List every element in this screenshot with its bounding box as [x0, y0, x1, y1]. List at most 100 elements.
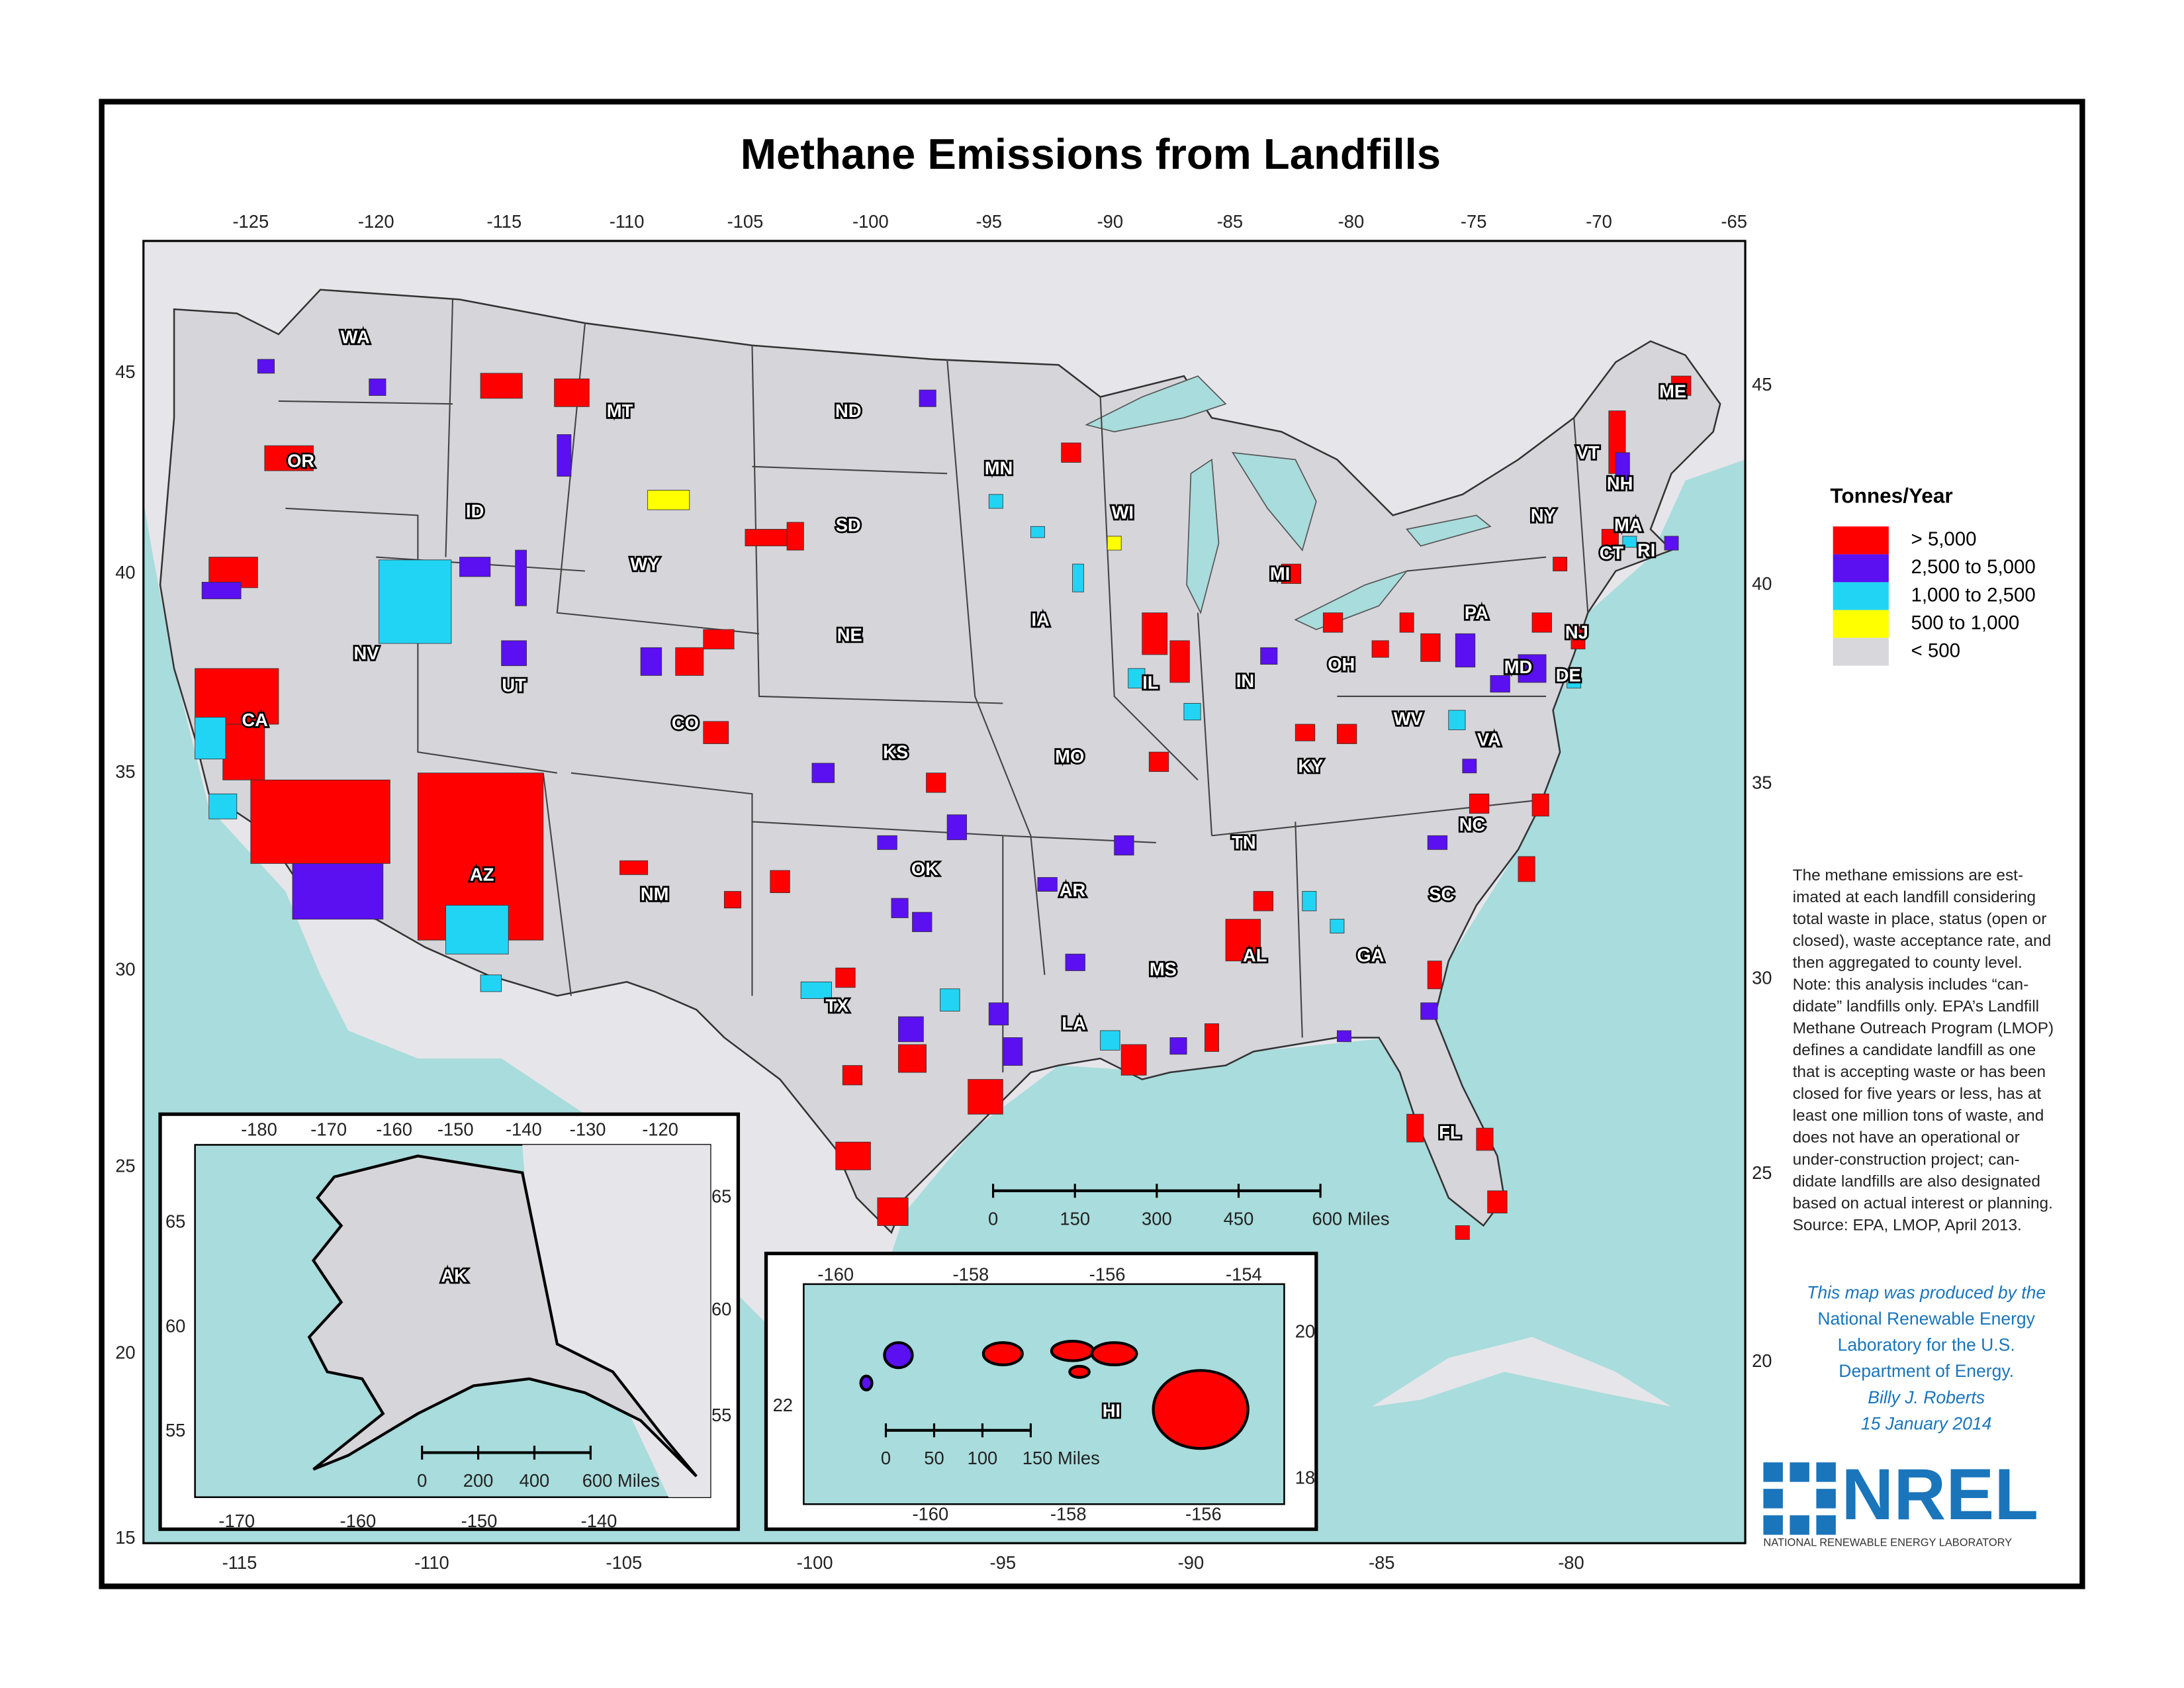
longitude-label: -140	[506, 1119, 542, 1140]
legend-label: < 500	[1911, 639, 1961, 661]
longitude-label: -154	[1226, 1264, 1262, 1284]
note-line: closed), waste acceptance rate, and	[1793, 932, 2052, 950]
county-patch	[1531, 612, 1552, 633]
latitude-label: 40	[115, 562, 135, 583]
county-patch	[891, 898, 909, 918]
state-label: AK	[441, 1266, 467, 1286]
credit-line: National Renewable Energy	[1817, 1309, 2035, 1329]
county-patch	[195, 668, 279, 725]
county-patch	[1664, 536, 1679, 551]
logo-tagline: NATIONAL RENEWABLE ENERGY LABORATORY	[1763, 1537, 2012, 1549]
county-patch	[898, 1016, 924, 1043]
latitude-label: 25	[115, 1155, 135, 1176]
state-label: AL	[1243, 945, 1267, 966]
county-patch	[1205, 1023, 1219, 1052]
county-patch	[1030, 526, 1045, 538]
scale-bar-label: 400	[520, 1470, 550, 1491]
logo-mark	[1763, 1462, 1836, 1535]
latitude-label: 40	[1752, 573, 1772, 594]
note-line: didate” landfills only. EPA’s Landfill	[1793, 998, 2039, 1015]
longitude-label: -80	[1338, 211, 1365, 232]
map-title: Methane Emissions from Landfills	[741, 130, 1441, 178]
latitude-label: 55	[165, 1420, 185, 1440]
longitude-label: -180	[241, 1119, 277, 1140]
latitude-label: 35	[115, 761, 135, 782]
longitude-label: -80	[1558, 1552, 1584, 1573]
island	[1050, 1340, 1095, 1362]
county-patch	[1302, 891, 1317, 912]
state-label: HI	[1103, 1401, 1120, 1421]
credit-line: Department of Energy.	[1839, 1361, 2014, 1381]
county-patch	[835, 1141, 871, 1170]
county-patch	[1336, 1030, 1351, 1043]
longitude-label: -158	[953, 1264, 989, 1284]
scale-bar-label: 0	[988, 1208, 998, 1229]
latitude-label: 22	[773, 1395, 793, 1415]
state-label: IL	[1142, 672, 1158, 692]
state-label: AR	[1060, 880, 1086, 900]
county-patch	[1148, 751, 1169, 773]
county-patch	[554, 378, 590, 407]
latitude-label: 20	[1752, 1350, 1772, 1371]
state-label: IN	[1236, 671, 1254, 691]
legend-label: 1,000 to 2,500	[1911, 584, 2036, 606]
state-label: CT	[1600, 543, 1624, 563]
hawaii-islands	[859, 1340, 1250, 1450]
county-patch	[1487, 1190, 1508, 1213]
note-line: then aggregated to county level.	[1793, 954, 2023, 972]
state-label: CO	[672, 712, 699, 733]
latitude-label: 30	[1752, 967, 1772, 988]
county-patch	[946, 814, 968, 841]
island	[1090, 1341, 1138, 1366]
lake-michigan	[1186, 458, 1220, 615]
state-label: MT	[607, 400, 633, 421]
longitude-label: -105	[727, 211, 764, 232]
note-line: based on actual interest or planning.	[1793, 1194, 2053, 1212]
county-patch	[835, 967, 856, 988]
county-patch	[1531, 793, 1549, 817]
legend-swatch	[1833, 554, 1889, 583]
county-patch	[723, 891, 742, 909]
state-label: MA	[1614, 515, 1643, 536]
county-patch	[988, 1002, 1009, 1025]
legend-swatch	[1833, 526, 1889, 555]
county-patch	[898, 1044, 927, 1073]
county-patch	[675, 647, 704, 676]
county-patch	[1622, 536, 1637, 548]
state-label: ME	[1659, 381, 1686, 402]
county-patch	[1469, 793, 1490, 814]
island	[1152, 1369, 1250, 1450]
legend-swatch	[1833, 637, 1889, 666]
county-patch	[195, 717, 226, 760]
scale-bar-label: 300	[1142, 1208, 1172, 1229]
county-patch	[208, 793, 238, 820]
note-line: Note: this analysis includes “can-	[1793, 976, 2029, 994]
county-patch	[459, 557, 491, 577]
latitude-label: 30	[115, 959, 135, 980]
latitude-label: 65	[165, 1211, 185, 1231]
county-patch	[480, 974, 502, 992]
longitude-label: -160	[376, 1119, 412, 1140]
legend-swatch	[1833, 582, 1889, 610]
latitude-label: 60	[165, 1315, 185, 1336]
county-patch	[1427, 961, 1442, 990]
county-patch	[786, 522, 804, 551]
state-label: UT	[502, 675, 526, 695]
latitude-label: 15	[115, 1527, 135, 1548]
scale-bar-label: 450	[1224, 1208, 1254, 1229]
state-label: MD	[1504, 657, 1533, 677]
lake-ontario	[1406, 514, 1492, 547]
state-label: LA	[1062, 1013, 1086, 1034]
longitude-label: -130	[570, 1119, 606, 1140]
state-label: SD	[836, 515, 861, 536]
county-patch	[1061, 442, 1081, 463]
longitude-label: -170	[310, 1119, 347, 1140]
note-line: Source: EPA, LMOP, April 2013.	[1793, 1216, 2022, 1234]
county-patch	[1567, 668, 1582, 688]
county-patch	[1142, 612, 1168, 655]
county-patch	[940, 988, 960, 1011]
longitude-label: -110	[414, 1552, 449, 1573]
state-label: WY	[630, 553, 659, 574]
county-patch	[501, 640, 527, 667]
county-patch	[877, 835, 897, 850]
